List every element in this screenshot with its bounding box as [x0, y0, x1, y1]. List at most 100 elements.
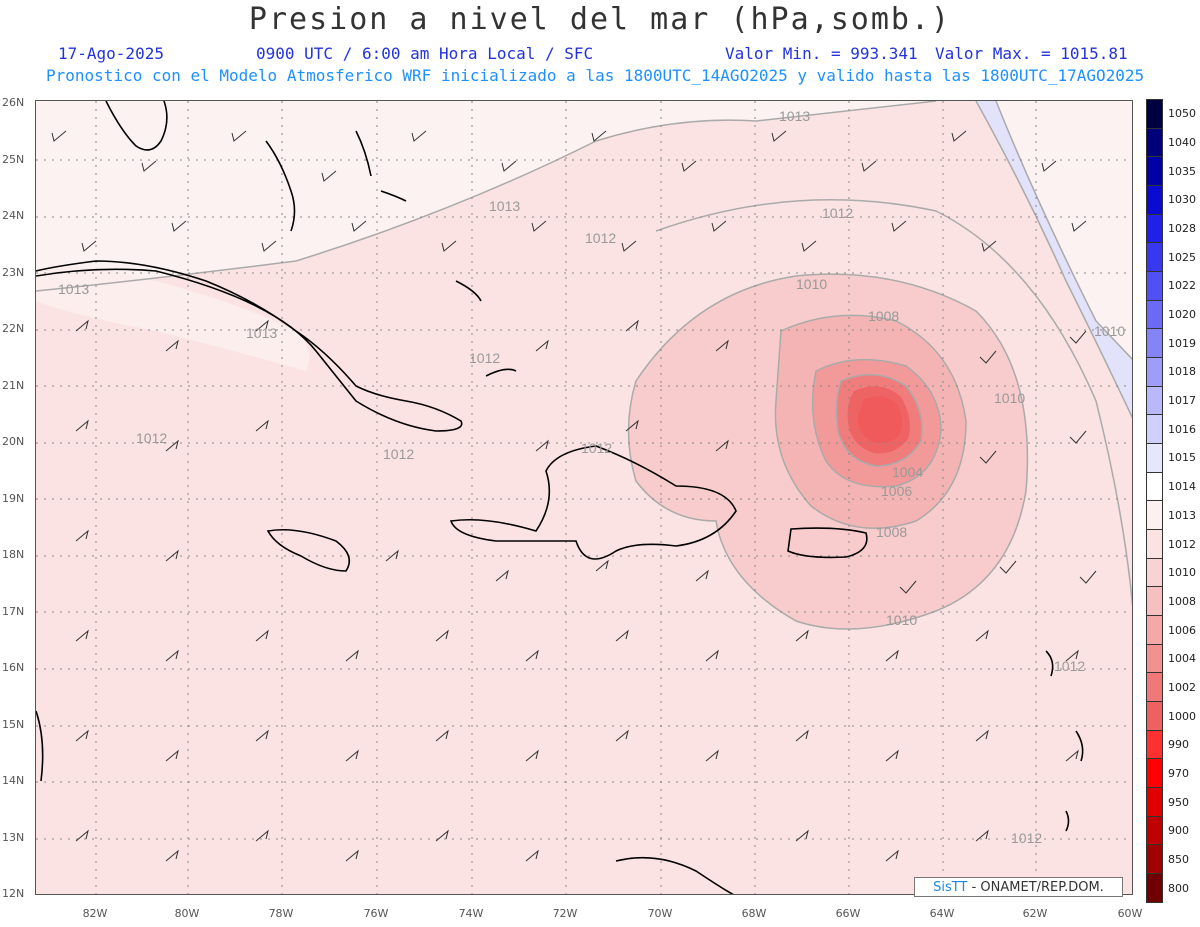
iso-1000-center: [857, 396, 902, 444]
lon-label: 72W: [552, 907, 578, 920]
colorbar-label: 1035: [1168, 164, 1196, 178]
colorbar-cell: [1146, 357, 1163, 387]
colorbar-cell: [1146, 156, 1163, 187]
cuba-coast: [36, 260, 463, 432]
map-svg: 1013 1013 1013 1013 1012 1012 1012 1012 …: [36, 101, 1132, 894]
colorbar-cell: [1146, 873, 1163, 903]
colorbar-label: 1015: [1168, 451, 1196, 465]
colorbar-label: 1010: [1168, 566, 1196, 580]
caicos-coast: [485, 368, 517, 377]
lat-label: 23N: [2, 266, 25, 279]
contour-label: 1010: [994, 390, 1025, 406]
colorbar-label: 970: [1168, 766, 1189, 780]
colorbar-cell: [1146, 127, 1163, 158]
colorbar-cell: [1146, 787, 1163, 817]
contour-label: 1012: [1054, 658, 1085, 674]
cat-island-coast: [380, 190, 407, 202]
lat-label: 20N: [2, 435, 25, 448]
lon-label: 60W: [1117, 907, 1143, 920]
central-america-coast: [36, 710, 44, 782]
lat-label: 19N: [2, 492, 25, 505]
lat-label: 21N: [2, 379, 25, 392]
colorbar-label: 1050: [1168, 107, 1196, 121]
colorbar-label: 1013: [1168, 508, 1196, 522]
venezuela-coast: [615, 856, 734, 894]
colorbar-label: 1002: [1168, 680, 1196, 694]
lat-label: 26N: [2, 96, 25, 109]
wind-barbs: [51, 130, 1097, 862]
colorbar-cell: [1146, 643, 1163, 674]
colorbar-label: 1022: [1168, 279, 1196, 293]
lon-label: 82W: [82, 907, 108, 920]
guadeloupe-coast: [1045, 650, 1054, 677]
chart-title: Presion a nivel del mar (hPa,somb.): [248, 2, 952, 37]
colorbar-cell: [1146, 815, 1163, 846]
colorbar-cell: [1146, 213, 1163, 244]
lat-label: 12N: [2, 887, 25, 900]
puerto-rico-coast: [787, 527, 868, 559]
lat-label: 18N: [2, 548, 25, 561]
contour-label: 1012: [469, 350, 500, 366]
colorbar-cell: [1146, 414, 1163, 445]
contour-label: 1010: [1094, 323, 1125, 339]
model-info-label: Pronostico con el Modelo Atmosferico WRF…: [46, 66, 1145, 85]
colorbar-label: 1017: [1168, 394, 1196, 408]
colorbar-cell: [1146, 586, 1163, 617]
colorbar-label: 900: [1168, 824, 1189, 838]
contour-label: 1010: [886, 612, 917, 628]
colorbar-label: 1040: [1168, 136, 1196, 150]
jamaica-coast: [266, 528, 351, 572]
lon-label: 66W: [835, 907, 861, 920]
contour-label: 1006: [881, 483, 912, 499]
colorbar-label: 1014: [1168, 480, 1196, 494]
lon-label: 80W: [174, 907, 200, 920]
colorbar-cell: [1146, 385, 1163, 416]
inagua-coast: [455, 280, 482, 302]
contour-label: 1013: [246, 325, 277, 341]
pressure-map[interactable]: 1013 1013 1013 1013 1012 1012 1012 1012 …: [35, 100, 1133, 895]
lon-label: 68W: [741, 907, 767, 920]
colorbar-label: 800: [1168, 881, 1189, 895]
andros-coast: [265, 140, 296, 232]
contour-label: 1013: [58, 281, 89, 297]
contour-label: 1012: [383, 446, 414, 462]
lat-label: 17N: [2, 605, 25, 618]
lon-label: 62W: [1022, 907, 1048, 920]
lat-label: 25N: [2, 153, 25, 166]
hispaniola-coast: [449, 445, 737, 560]
lon-label: 76W: [363, 907, 389, 920]
colorbar-cell: [1146, 729, 1163, 760]
colorbar-label: 1006: [1168, 623, 1196, 637]
colorbar-label: 1004: [1168, 652, 1196, 666]
colorbar-cell: [1146, 844, 1163, 875]
iso-1013-n: [36, 101, 1132, 359]
contour-label: 1012: [585, 230, 616, 246]
colorbar-label: 1000: [1168, 709, 1196, 723]
contour-label: 1012: [136, 430, 167, 446]
colorbar-cell: [1146, 500, 1163, 531]
colorbar-label: 1018: [1168, 365, 1196, 379]
colorbar-cell: [1146, 758, 1163, 789]
lon-label: 78W: [268, 907, 294, 920]
lat-label: 15N: [2, 718, 25, 731]
colorbar-label: 1008: [1168, 594, 1196, 608]
colorbar-cell: [1146, 328, 1163, 359]
contour-label: 1008: [876, 524, 907, 540]
colorbar-cell: [1146, 672, 1163, 703]
lat-label: 22N: [2, 322, 25, 335]
eleuthera-coast: [355, 130, 372, 177]
credit-box: SisTT - ONAMET/REP.DOM.: [914, 877, 1123, 897]
colorbar-cell: [1146, 242, 1163, 273]
colorbar-label: 850: [1168, 852, 1189, 866]
colorbar-label: 1012: [1168, 537, 1196, 551]
st-vincent-coast: [1065, 810, 1070, 832]
colorbar-cell: [1146, 615, 1163, 645]
colorbar-label: 1030: [1168, 193, 1196, 207]
lat-label: 13N: [2, 831, 25, 844]
contour-label: 1013: [489, 198, 520, 214]
lon-label: 74W: [458, 907, 484, 920]
contour-label: 1013: [779, 108, 810, 124]
colorbar-cell: [1146, 701, 1163, 731]
contour-label: 1010: [796, 276, 827, 292]
credit-text: - ONAMET/REP.DOM.: [967, 880, 1104, 895]
